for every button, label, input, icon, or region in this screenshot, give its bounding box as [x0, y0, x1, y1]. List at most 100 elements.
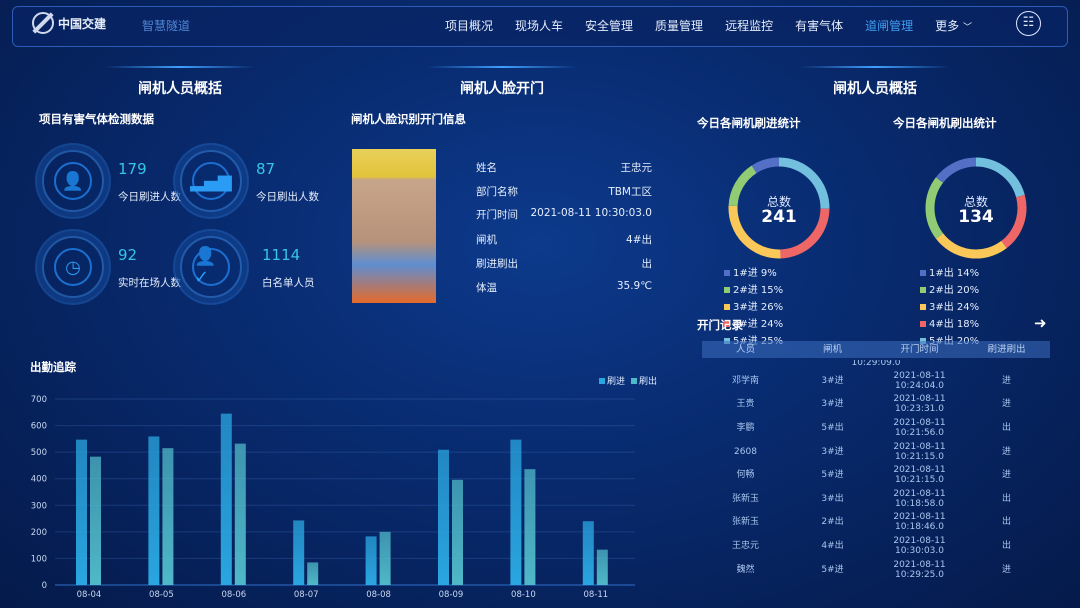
- cell-time: 2021-08-11 10:18:46.0: [893, 512, 946, 533]
- chevron-down-icon: ﹀: [962, 23, 972, 33]
- donut-out-title: 今日各闸机刷出统计: [893, 116, 997, 130]
- info-label: 刷进刷出: [476, 258, 518, 270]
- donut-in-total: 241: [761, 207, 797, 227]
- stat-value: 87: [256, 160, 276, 178]
- legend-item[interactable]: 3#进 26%: [724, 298, 783, 313]
- legend-item[interactable]: 4#出 18%: [920, 315, 979, 330]
- legend-out: 刷出: [631, 374, 657, 387]
- col-direction: 刷进刷出: [987, 344, 1026, 355]
- table-row[interactable]: 张新玉 2#出 2021-08-11 10:18:46.0 出: [702, 511, 1050, 535]
- nav-gate-management[interactable]: 道闸管理: [865, 19, 914, 33]
- bar-in[interactable]: [510, 439, 522, 585]
- legend-item[interactable]: 1#进 9%: [724, 264, 777, 279]
- table-row[interactable]: 魏然 5#进 2021-08-11 10:29:25.0 进: [702, 558, 1050, 582]
- bar-in[interactable]: [582, 521, 594, 585]
- attendance-title: 出勤追踪: [30, 360, 76, 374]
- info-row: 体温 35.9℃: [476, 280, 652, 295]
- y-tick-label: 500: [31, 448, 47, 458]
- cell-gate: 3#进: [821, 399, 844, 410]
- nav-harmful-gas[interactable]: 有害气体: [795, 19, 844, 33]
- legend-item[interactable]: 3#出 24%: [920, 298, 979, 313]
- bar-out[interactable]: [596, 549, 608, 585]
- cell-time: 2021-08-11 10:30:03.0: [893, 535, 946, 556]
- x-tick-label: 08-06: [221, 590, 246, 600]
- arrow-right-icon[interactable]: ➜: [1034, 314, 1047, 332]
- legend-item[interactable]: 4#进 24%: [724, 315, 783, 330]
- cell-time: 2021-08-11 10:21:15.0: [893, 441, 946, 462]
- nav-remote-monitor[interactable]: 远程监控: [725, 19, 774, 33]
- bar-in[interactable]: [293, 520, 305, 585]
- donut-segment[interactable]: [728, 205, 781, 259]
- bar-out[interactable]: [524, 469, 536, 585]
- cell-direction: 出: [1001, 422, 1011, 433]
- legend-item[interactable]: 2#进 15%: [724, 281, 783, 296]
- bar-out[interactable]: [162, 448, 174, 585]
- x-tick-label: 08-07: [294, 590, 319, 600]
- stat-card-onsite: ◷: [42, 236, 104, 298]
- nav-more[interactable]: 更多 ﹀: [935, 17, 972, 34]
- cell-time: 2021-08-11 10:23:31.0: [893, 394, 946, 415]
- stat-value: 1114: [262, 246, 301, 264]
- cell-person: 王贵: [736, 399, 755, 410]
- bar-in[interactable]: [76, 439, 87, 585]
- donut-segment[interactable]: [935, 157, 977, 183]
- info-value: 王忠元: [620, 162, 653, 174]
- donut-out-center-label: 总数: [963, 195, 988, 209]
- donut-segment[interactable]: [1001, 194, 1027, 249]
- gas-data-subtitle: 项目有害气体检测数据: [39, 112, 154, 126]
- table-row[interactable]: 张新玉 3#出 2021-08-11 10:18:58.0 出: [702, 487, 1050, 511]
- cell-time: 2021-08-11 10:21:56.0: [893, 417, 946, 438]
- bar-in[interactable]: [220, 413, 232, 585]
- cell-gate: 3#出: [821, 493, 844, 504]
- logo-icon: [32, 12, 54, 34]
- bar-out[interactable]: [307, 562, 319, 585]
- bar-out[interactable]: [234, 443, 246, 585]
- y-tick-label: 200: [31, 528, 47, 538]
- donut-segment[interactable]: [935, 233, 1007, 259]
- nav-quality[interactable]: 质量管理: [655, 19, 704, 33]
- cell-gate: 2#出: [821, 517, 844, 528]
- y-tick-label: 0: [42, 581, 47, 591]
- table-row[interactable]: 王贵 3#进 2021-08-11 10:23:31.0 进: [702, 393, 1050, 417]
- stat-card-whitelist: 👤✓: [180, 236, 242, 298]
- nav-project-overview[interactable]: 项目概况: [445, 19, 494, 33]
- bar-in[interactable]: [438, 449, 449, 585]
- legend-item[interactable]: 2#出 20%: [920, 281, 979, 296]
- donut-out-total: 134: [958, 207, 994, 227]
- cell-direction: 出: [1001, 540, 1011, 551]
- bar-in[interactable]: [148, 436, 160, 585]
- donut-segment[interactable]: [751, 157, 780, 174]
- donut-segment[interactable]: [975, 157, 1025, 198]
- nav-site-people-vehicles[interactable]: 现场人车: [515, 19, 564, 33]
- cell-direction: 进: [1001, 399, 1011, 410]
- donut-segment[interactable]: [728, 165, 757, 207]
- cell-direction: 出: [1001, 493, 1011, 504]
- stat-value: 92: [118, 246, 138, 264]
- info-value: 4#出: [626, 234, 652, 246]
- table-row[interactable]: 王忠元 4#出 2021-08-11 10:30:03.0 出: [702, 534, 1050, 558]
- table-row[interactable]: 李鹏 5#出 2021-08-11 10:21:56.0 出: [702, 416, 1050, 440]
- cell-direction: 进: [1001, 470, 1011, 481]
- table-row[interactable]: 何畅 5#进 2021-08-11 10:21:15.0 进: [702, 463, 1050, 487]
- donut-segment[interactable]: [778, 157, 830, 209]
- records-title: 开门记录: [697, 318, 743, 332]
- bar-in[interactable]: [365, 536, 377, 585]
- logo[interactable]: 中国交建: [32, 12, 106, 34]
- cell-person: 邓学南: [731, 375, 759, 386]
- x-tick-label: 08-10: [511, 590, 536, 600]
- menu-grid-icon[interactable]: ☷: [1016, 11, 1041, 36]
- main-nav: 项目概况 现场人车 安全管理 质量管理 远程监控 有害气体 道闸管理 更多 ﹀: [445, 17, 994, 34]
- bar-out[interactable]: [379, 531, 391, 585]
- nav-safety[interactable]: 安全管理: [585, 19, 634, 33]
- table-row[interactable]: 邓学南 3#进 2021-08-11 10:24:04.0 进: [702, 369, 1050, 393]
- cell-direction: 进: [1001, 375, 1011, 386]
- bar-out[interactable]: [90, 456, 101, 585]
- legend-item[interactable]: 1#出 14%: [920, 264, 979, 279]
- donut-segment[interactable]: [780, 208, 830, 259]
- cell-gate: 3#进: [821, 446, 844, 457]
- table-row[interactable]: 2608 3#进 2021-08-11 10:21:15.0 进: [702, 440, 1050, 464]
- top-nav-bar: [12, 6, 1068, 47]
- bar-out[interactable]: [452, 479, 463, 585]
- face-subtitle: 闸机人脸识别开门信息: [351, 112, 466, 126]
- donut-segment[interactable]: [925, 177, 944, 239]
